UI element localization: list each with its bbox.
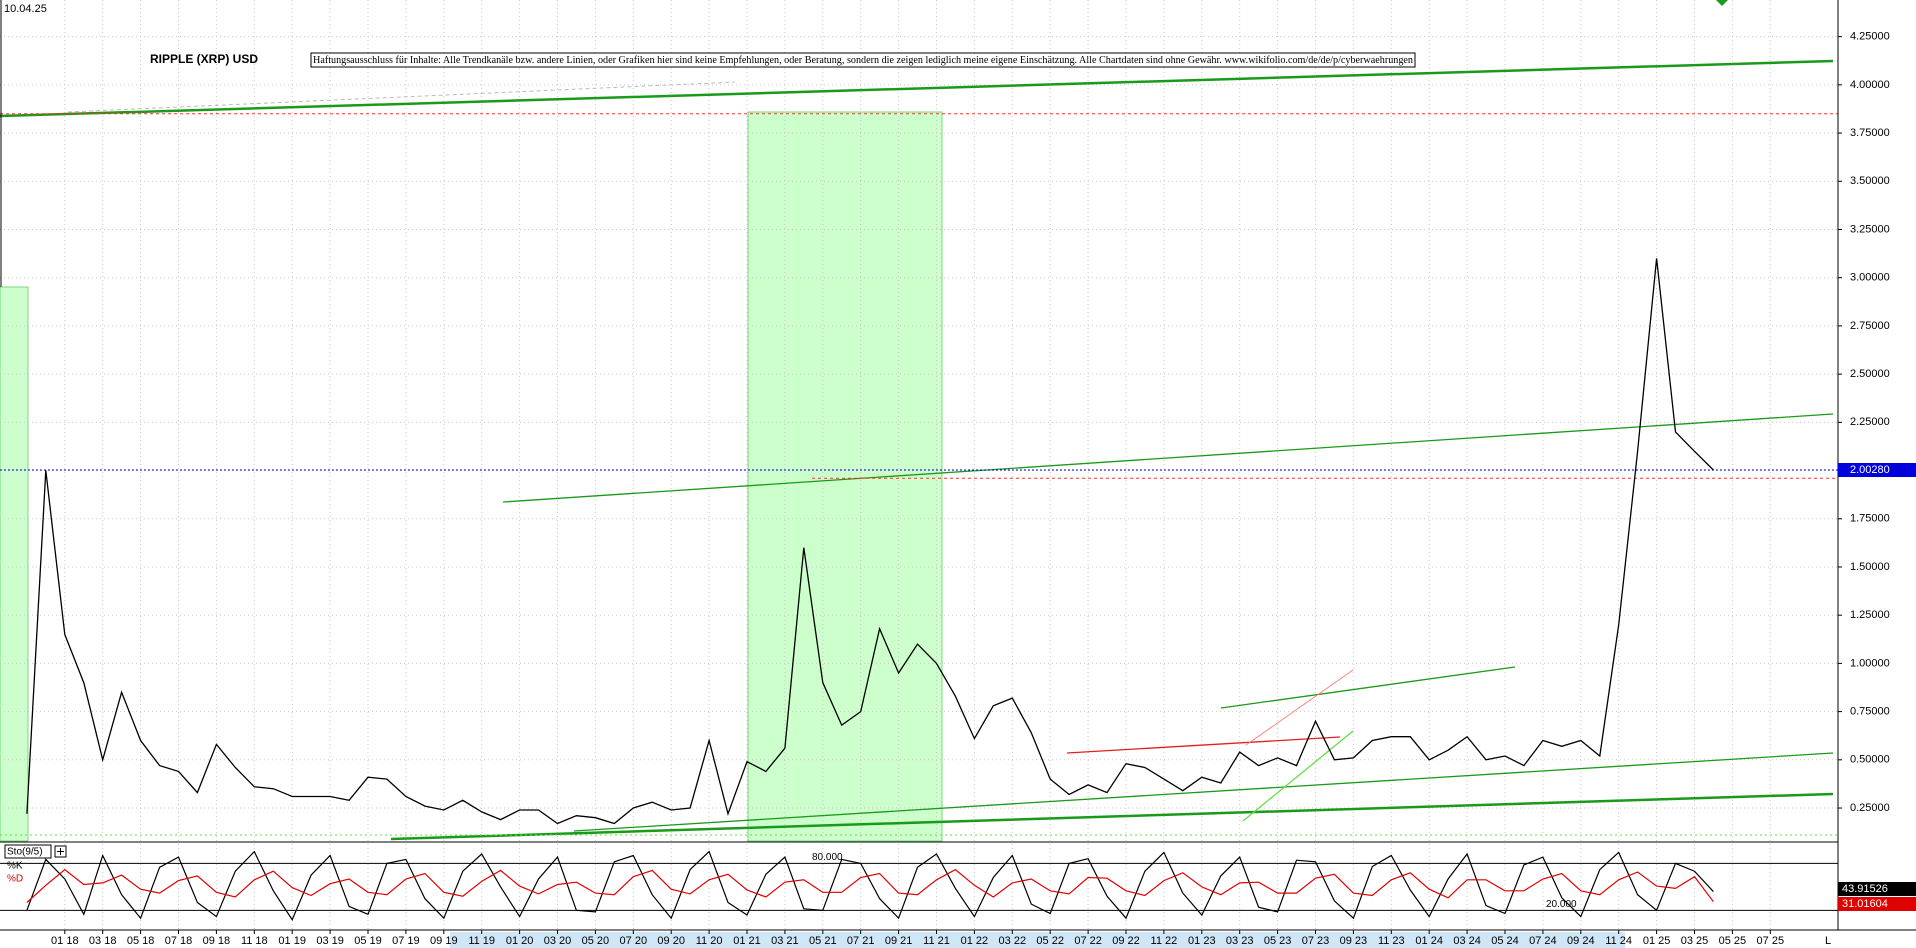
- x-tick-label: 05 25: [1719, 935, 1747, 947]
- x-tick-label: 07 24: [1529, 935, 1557, 947]
- x-tick-label: 09 22: [1112, 935, 1140, 947]
- x-tick-label: 05 24: [1491, 935, 1519, 947]
- x-tick-label: 07 20: [620, 935, 648, 947]
- x-tick-label: 09 19: [430, 935, 458, 947]
- x-tick-label: 05 18: [127, 935, 155, 947]
- y-tick-label: 4.25000: [1850, 31, 1890, 43]
- level-label: 80.000: [812, 852, 843, 863]
- x-tick-label: 03 24: [1453, 935, 1481, 947]
- y-tick-label: 1.75000: [1850, 513, 1890, 525]
- x-tick-label: 03 19: [316, 935, 344, 947]
- last-value-box: [1838, 897, 1916, 911]
- current-price-label: 2.00280: [1850, 464, 1890, 476]
- x-tick-label: 05 20: [582, 935, 610, 947]
- trendline: [573, 752, 1834, 832]
- x-tick-label: 11 22: [1151, 935, 1178, 947]
- disclaimer-box: [310, 52, 1416, 68]
- last-value-box: [1838, 882, 1916, 896]
- x-tick-label: 01 21: [733, 935, 761, 947]
- indicator-title: Sto(9/5): [7, 847, 43, 858]
- x-tick-label: 05 22: [1036, 935, 1064, 947]
- date-label: 10.04.25: [4, 3, 47, 15]
- trendline: [1066, 736, 1341, 754]
- last-value-label: 31.01604: [1842, 898, 1888, 910]
- x-tick-label: 11 20: [696, 935, 723, 947]
- y-tick-label: 0.75000: [1850, 706, 1890, 718]
- price-line: [26, 258, 1714, 825]
- y-tick-label: 1.25000: [1850, 609, 1890, 621]
- disclaimer: Haftungsausschluss für Inhalte: Alle Tre…: [313, 55, 1413, 66]
- x-tick-label: 07 25: [1757, 935, 1785, 947]
- highlight-zone: [747, 111, 943, 842]
- x-tick-label: 05 21: [809, 935, 837, 947]
- x-tick-label: 07 23: [1302, 935, 1330, 947]
- grid: [0, 0, 1838, 930]
- x-tick-label: 07 22: [1074, 935, 1102, 947]
- trendline: [502, 413, 1834, 503]
- indicator-box: [4, 844, 52, 859]
- trendline: [1220, 666, 1516, 709]
- trendline: [1242, 730, 1354, 822]
- marker: [1716, 0, 1728, 6]
- x-tick-label: 03 23: [1226, 935, 1254, 947]
- y-tick-label: 3.50000: [1850, 175, 1890, 187]
- trendline: [390, 792, 1834, 841]
- x-tick-label: 03 20: [544, 935, 572, 947]
- x-tick-label: 03 22: [999, 935, 1027, 947]
- oscillator-line: [26, 868, 1714, 903]
- y-tick-label: 2.50000: [1850, 368, 1890, 380]
- x-tick-label: 07 19: [392, 935, 420, 947]
- x-tick-label: 01 18: [51, 935, 79, 947]
- trendline: [1245, 669, 1354, 746]
- x-tick-label: 01 19: [278, 935, 306, 947]
- x-tick-label: 05 23: [1264, 935, 1292, 947]
- y-tick-label: 3.25000: [1850, 223, 1890, 235]
- x-tick-label: 09 20: [657, 935, 685, 947]
- x-tick-label: 09 21: [885, 935, 913, 947]
- x-tick-label: 03 18: [89, 935, 117, 947]
- y-tick-label: 1.00000: [1850, 657, 1890, 669]
- last-value-label: 43.91526: [1842, 883, 1888, 895]
- y-tick-label: 2.25000: [1850, 416, 1890, 428]
- x-tick-label: 01 20: [506, 935, 534, 947]
- highlight-zone: [0, 286, 29, 842]
- x-tick-label: 11 24: [1605, 935, 1632, 947]
- x-tick-label: 03 21: [771, 935, 799, 947]
- x-tick-label: 09 18: [203, 935, 231, 947]
- y-tick-label: 2.75000: [1850, 320, 1890, 332]
- x-tick-label: 09 23: [1340, 935, 1368, 947]
- current-price-box: [1838, 463, 1916, 478]
- axis-highlight: [450, 932, 1625, 948]
- x-tick-label: 01 24: [1415, 935, 1443, 947]
- annotations: [0, 0, 1838, 841]
- trendline: [0, 59, 1834, 118]
- x-tick-label: 09 24: [1567, 935, 1595, 947]
- level-label: 20.000: [1546, 899, 1577, 910]
- x-tick-label: 01 23: [1188, 935, 1216, 947]
- x-tick-label: 11 21: [923, 935, 950, 947]
- y-tick-label: 3.00000: [1850, 272, 1890, 284]
- x-tick-label: 07 18: [165, 935, 193, 947]
- x-tick-label: 01 22: [961, 935, 989, 947]
- y-tick-label: 1.50000: [1850, 561, 1890, 573]
- legend-label: %K: [7, 861, 23, 872]
- x-tick-label: 03 25: [1681, 935, 1709, 947]
- y-tick-label: 0.25000: [1850, 802, 1890, 814]
- x-tick-label: 11 19: [468, 935, 495, 947]
- trendline: [67, 81, 736, 113]
- x-tick-label: 01 25: [1643, 935, 1671, 947]
- y-tick-label: 4.00000: [1850, 79, 1890, 91]
- x-tick-label: 11 23: [1378, 935, 1405, 947]
- chart-title: RIPPLE (XRP) USD: [150, 52, 258, 66]
- x-tick-label: 11 18: [241, 935, 268, 947]
- legend-label: %D: [7, 874, 23, 885]
- x-end-label: L: [1825, 935, 1831, 947]
- x-tick-label: 07 21: [847, 935, 875, 947]
- plus-icon: [57, 848, 64, 855]
- x-tick-label: 05 19: [354, 935, 382, 947]
- y-tick-label: 0.50000: [1850, 754, 1890, 766]
- y-tick-label: 3.75000: [1850, 127, 1890, 139]
